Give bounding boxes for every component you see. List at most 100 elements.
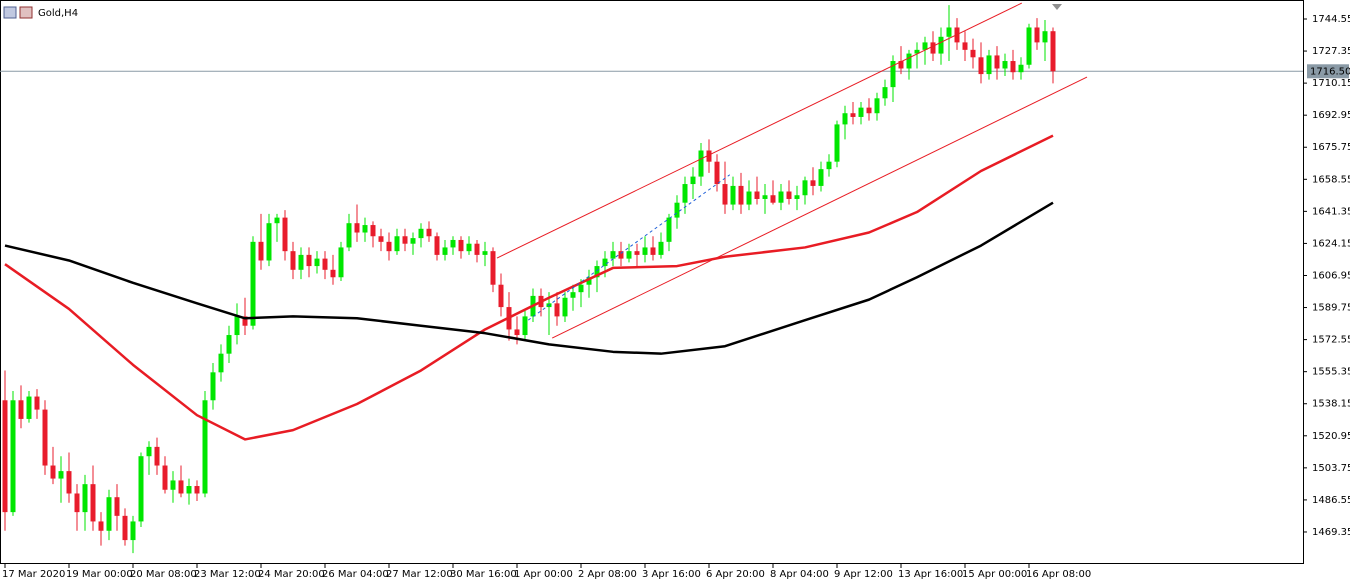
candle-body <box>1010 61 1016 73</box>
y-tick-label: 1503.75 <box>1312 463 1350 474</box>
indicator-line <box>551 76 1088 339</box>
candle-body <box>498 284 504 308</box>
candle-body <box>234 316 240 336</box>
candle-body <box>714 161 720 185</box>
x-tick-label: 20 Mar 08:00 <box>130 569 197 580</box>
indicator-line <box>4 201 1054 355</box>
x-tick-label: 27 Mar 12:00 <box>386 569 453 580</box>
candle-body <box>1034 27 1040 43</box>
candle-body <box>186 486 192 494</box>
candle-body <box>586 277 592 285</box>
candle-body <box>970 49 976 58</box>
candle-body <box>26 396 32 419</box>
candle-body <box>1018 64 1024 73</box>
candle-body <box>330 269 336 278</box>
candle-body <box>74 493 80 513</box>
candle-body <box>106 497 112 531</box>
candle-body <box>282 217 288 252</box>
y-tick-label: 1606.95 <box>1312 270 1350 281</box>
candle-body <box>858 107 864 117</box>
candle-body <box>322 258 328 270</box>
candle-body <box>770 195 776 203</box>
current-price-label: 1716.50 <box>1310 66 1350 77</box>
candle-body <box>474 243 480 255</box>
candle-body <box>634 251 640 255</box>
candle-body <box>362 225 368 233</box>
candle-body <box>218 353 224 373</box>
candle-body <box>1002 61 1008 69</box>
candle-body <box>114 497 120 516</box>
candle-body <box>274 217 280 224</box>
candle-body <box>138 456 144 522</box>
candle-body <box>738 185 744 205</box>
candle-body <box>650 247 656 255</box>
candle-body <box>722 184 728 205</box>
candle-body <box>466 243 472 252</box>
indicator-line <box>496 2 1023 259</box>
candle-body <box>746 191 752 205</box>
candle-body <box>394 236 400 252</box>
plot-border <box>0 0 1304 564</box>
candle-body <box>266 223 272 261</box>
candle-body <box>298 254 304 270</box>
candle-body <box>250 241 256 326</box>
candle-body <box>18 400 24 419</box>
candle-body <box>450 239 456 248</box>
candle-body <box>426 228 432 237</box>
candle-body <box>522 316 528 336</box>
candle-body <box>554 303 560 317</box>
candle-body <box>698 150 704 177</box>
candle-body <box>378 236 384 242</box>
candle-body <box>458 239 464 252</box>
candle-body <box>306 254 312 267</box>
candle-body <box>642 247 648 255</box>
candle-body <box>658 241 664 255</box>
candle-body <box>754 191 760 199</box>
y-tick-label: 1658.55 <box>1312 174 1350 185</box>
candle-body <box>890 61 896 88</box>
candle-body <box>882 87 888 99</box>
x-tick-label: 3 Apr 16:00 <box>642 569 701 580</box>
candle-body <box>922 42 928 50</box>
candle-body <box>370 225 376 237</box>
y-tick-label: 1589.75 <box>1312 303 1350 314</box>
x-tick-label: 19 Mar 00:00 <box>66 569 133 580</box>
candle-body <box>1026 27 1032 65</box>
candle-body <box>730 185 736 205</box>
candle-body <box>778 191 784 203</box>
candle-body <box>490 251 496 285</box>
candle-body <box>618 251 624 259</box>
indicator-line <box>4 134 1054 441</box>
candle-body <box>906 53 912 69</box>
x-tick-label: 15 Apr 00:00 <box>962 569 1027 580</box>
current-price-box <box>1307 64 1349 79</box>
candle-body <box>66 471 72 494</box>
y-tick-label: 1469.35 <box>1312 527 1350 538</box>
y-tick-label: 1641.35 <box>1312 206 1350 217</box>
candle-body <box>58 471 64 479</box>
y-tick-label: 1624.15 <box>1312 238 1350 249</box>
candle-body <box>386 241 392 252</box>
candle-body <box>42 409 48 466</box>
candle-body <box>674 202 680 218</box>
candle-body <box>354 223 360 233</box>
candle-body <box>226 335 232 354</box>
candle-body <box>986 55 992 75</box>
candle-body <box>994 55 1000 69</box>
y-tick-label: 1555.35 <box>1312 367 1350 378</box>
candle-body <box>290 251 296 270</box>
candle-body <box>930 42 936 54</box>
candle-body <box>610 251 616 259</box>
candle-body <box>210 372 216 401</box>
symbol-icon <box>3 6 33 19</box>
candle-body <box>242 316 248 326</box>
y-tick-label: 1675.75 <box>1312 142 1350 153</box>
candle-body <box>314 258 320 267</box>
x-tick-label: 30 Mar 16:00 <box>450 569 517 580</box>
candle-body <box>898 61 904 69</box>
y-tick-label: 1692.95 <box>1312 110 1350 121</box>
candle-body <box>914 49 920 54</box>
y-tick-label: 1572.55 <box>1312 335 1350 346</box>
